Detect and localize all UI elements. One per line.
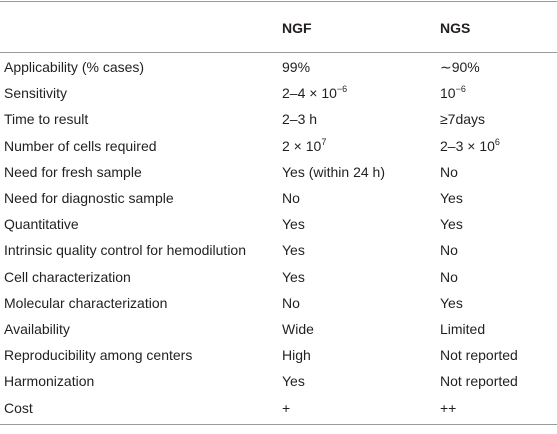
cell-text: 10 — [440, 85, 456, 102]
cell-text: 2–3 × 10 — [440, 137, 495, 154]
row-label: Cell characterization — [4, 268, 131, 285]
row-label: Reproducibility among centers — [4, 347, 193, 364]
bottom-rule — [0, 424, 557, 425]
cell-value: Yes — [282, 268, 305, 285]
cell-value: No — [282, 294, 300, 311]
row-label: Intrinsic quality control for hemodiluti… — [4, 242, 247, 259]
cell-exponent: −6 — [455, 84, 466, 95]
cell-text: 2 × 10 — [282, 137, 322, 154]
cell-value: Yes — [282, 242, 305, 259]
cell-exponent: −6 — [336, 84, 348, 95]
cell-value: No — [440, 163, 458, 180]
column-header: NGS — [440, 20, 471, 36]
cell-value: Not reported — [440, 373, 518, 390]
top-rule — [0, 1, 557, 2]
cell-exponent: 7 — [321, 136, 327, 147]
cell-value: Limited — [440, 321, 486, 337]
cell-value: 2–3 h — [282, 111, 318, 128]
cell-value: 2–4 × 10−6 — [282, 84, 347, 102]
cell-value: Yes — [282, 216, 305, 233]
cell-exponent: 6 — [494, 136, 500, 147]
cell-value: ++ — [440, 399, 457, 416]
row-label: Harmonization — [4, 373, 95, 390]
cell-value: Yes — [440, 216, 463, 233]
column-header: NGF — [282, 20, 312, 36]
cell-value: 99% — [282, 59, 311, 75]
row-label: Time to result — [4, 111, 89, 128]
cell-value: High — [282, 347, 311, 364]
row-label: Number of cells required — [4, 137, 157, 154]
cell-value: No — [440, 268, 458, 285]
cell-value: 10−6 — [440, 84, 466, 102]
cell-text: 2–4 × 10 — [282, 85, 337, 102]
row-label: Applicability (% cases) — [4, 59, 145, 75]
cell-value: ≥7days — [440, 111, 486, 128]
row-label: Sensitivity — [4, 85, 68, 102]
header-rule — [0, 52, 557, 53]
row-label: Quantitative — [4, 216, 79, 233]
cell-value: Yes — [440, 190, 463, 206]
cell-value: Wide — [282, 321, 314, 337]
cell-value: No — [282, 190, 300, 206]
row-label: Molecular characterization — [4, 294, 168, 311]
cell-value: ∼90% — [440, 59, 480, 75]
row-label: Cost — [4, 399, 33, 416]
cell-value: Not reported — [440, 347, 518, 364]
cell-value: Yes — [440, 294, 463, 311]
row-label: Availability — [4, 321, 70, 337]
row-label: Need for diagnostic sample — [4, 190, 174, 206]
row-label: Need for fresh sample — [4, 163, 142, 180]
cell-value: No — [440, 242, 458, 259]
cell-value: Yes (within 24 h) — [282, 163, 385, 180]
cell-value: 2 × 107 — [282, 137, 326, 155]
cell-value: 2–3 × 106 — [440, 137, 500, 155]
cell-value: Yes — [282, 373, 305, 390]
cell-value: + — [282, 399, 291, 416]
